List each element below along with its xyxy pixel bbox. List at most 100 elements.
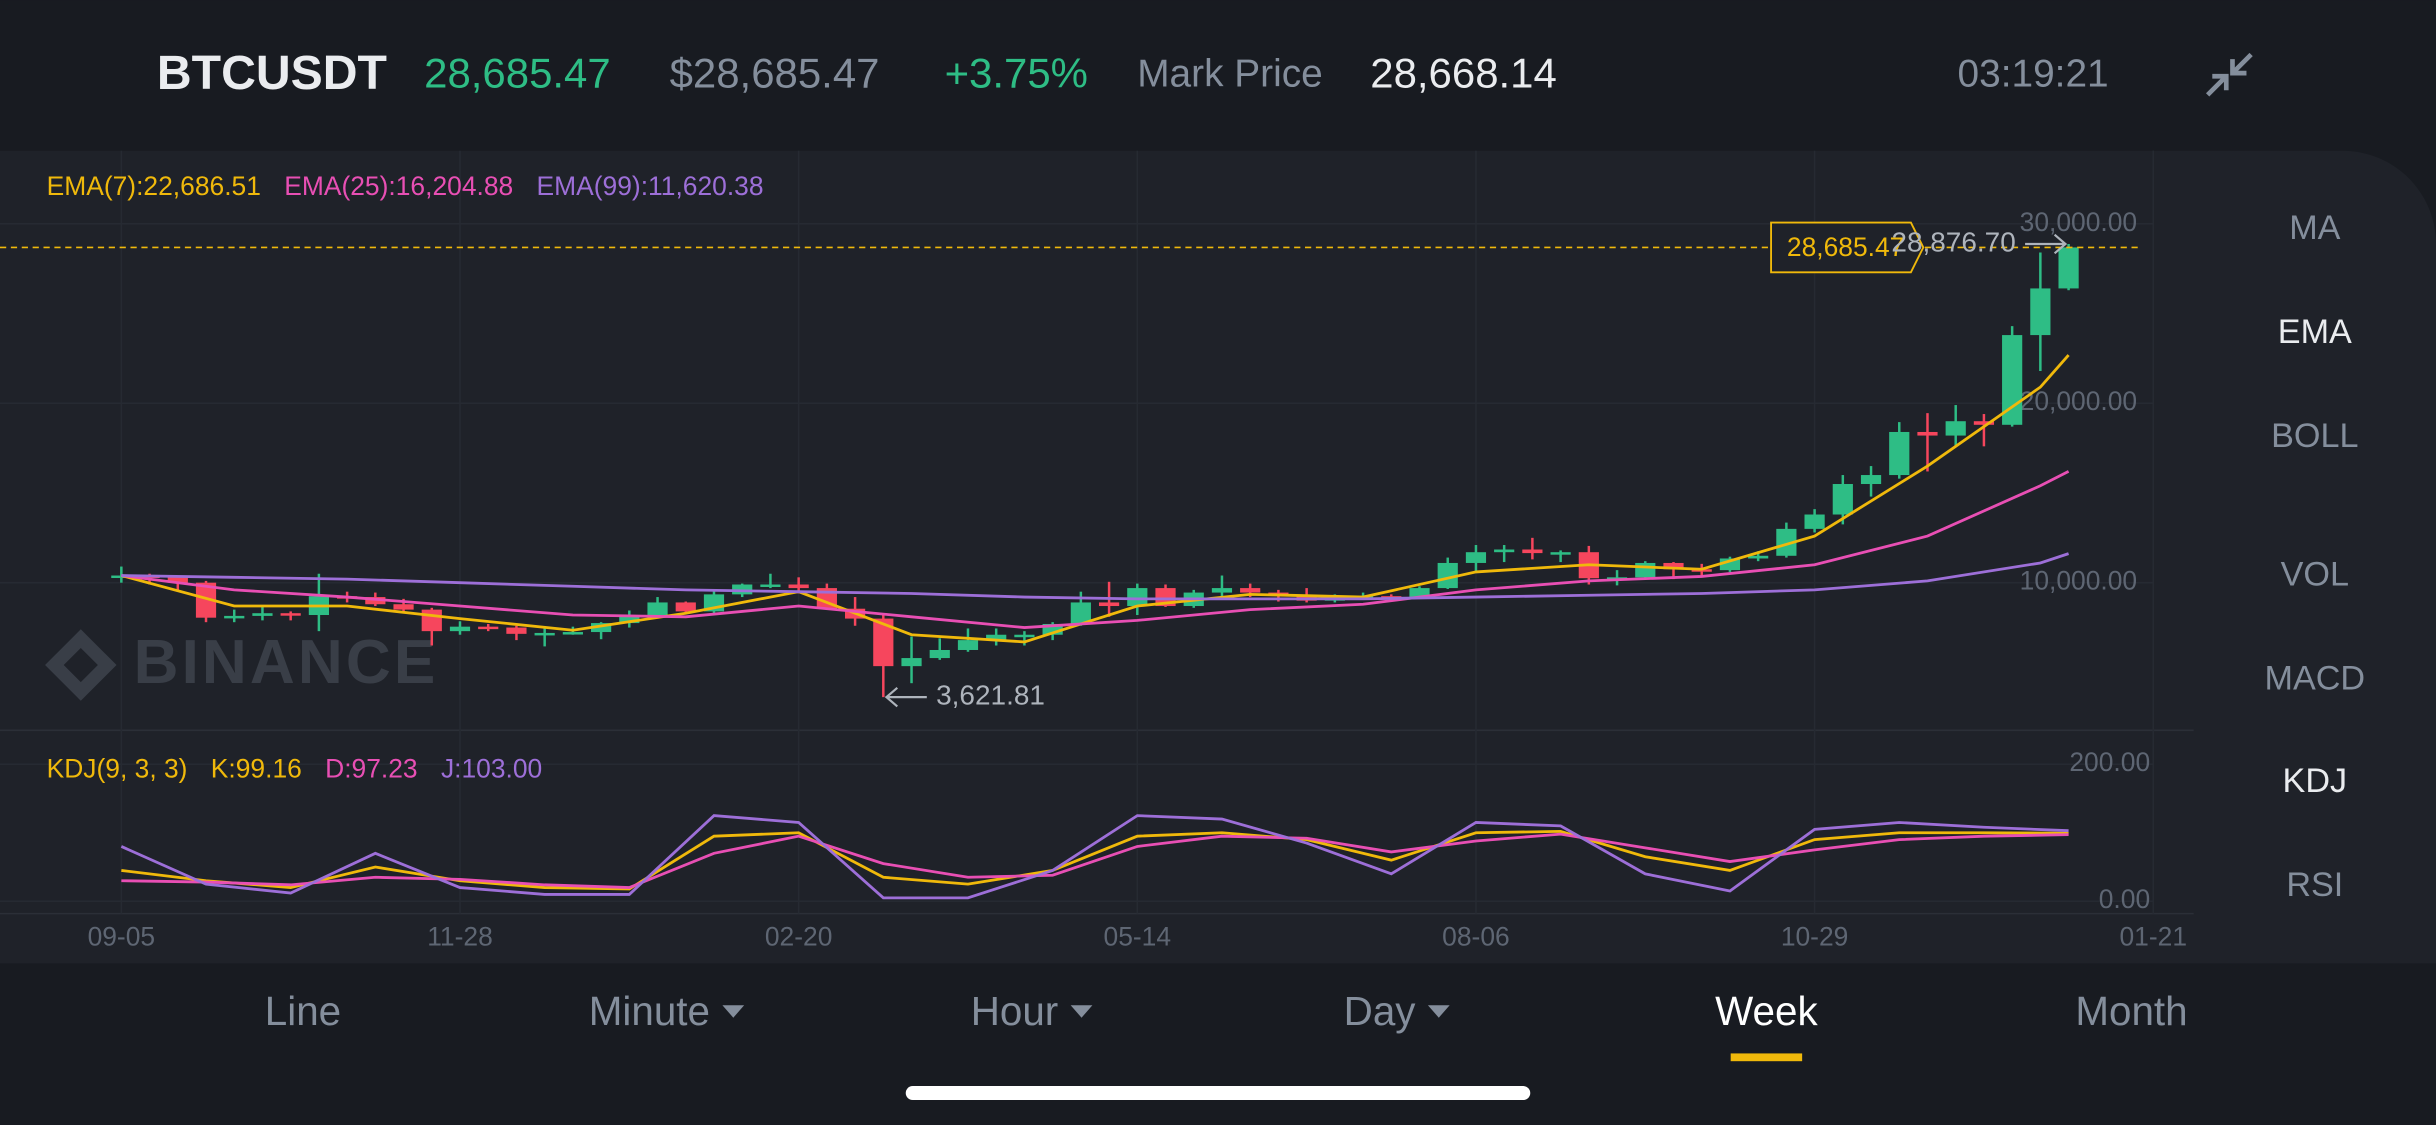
legend-entry: J:103.00 xyxy=(441,754,542,784)
candle-body xyxy=(957,640,979,650)
candle-body xyxy=(393,604,414,610)
candle-body xyxy=(1776,528,1797,556)
candle-body xyxy=(1127,588,1148,607)
indicator-tab[interactable]: RSI xyxy=(2286,866,2343,904)
watermark-logo xyxy=(45,629,117,701)
interval-tab[interactable]: Week xyxy=(1715,988,1818,1034)
candle-body xyxy=(1014,634,1035,638)
candle-body xyxy=(252,613,273,616)
candle-body xyxy=(788,584,809,589)
legend-entry: EMA(99):11,620.38 xyxy=(537,171,764,201)
chart-panel xyxy=(0,150,2436,964)
candle-body xyxy=(1465,552,1487,563)
y-tick-label: 10,000.00 xyxy=(2020,566,2137,596)
x-tick-label: 10-29 xyxy=(1781,921,1849,951)
candle-body xyxy=(1409,588,1430,598)
indicator-title: KDJ(9, 3, 3) xyxy=(47,754,188,784)
watermark: BINANCE xyxy=(45,628,439,701)
indicator-tab[interactable]: MACD xyxy=(2265,660,2366,698)
y-tick-label: 200.00 xyxy=(2069,747,2150,777)
candle-body xyxy=(1663,562,1684,570)
price-tag-box xyxy=(1770,221,1925,274)
indicator-tab[interactable]: VOL xyxy=(2281,556,2349,594)
candle-body xyxy=(1635,562,1656,578)
candle-body xyxy=(421,609,442,632)
candle-body xyxy=(1522,549,1543,554)
usd-price: $28,685.47 xyxy=(670,49,880,96)
indicator-tab[interactable]: KDJ xyxy=(2283,762,2348,800)
dropdown-caret xyxy=(1070,1005,1093,1018)
x-tick-label: 01-21 xyxy=(2119,921,2187,951)
interval-tab[interactable]: Line xyxy=(265,988,341,1034)
candle-body xyxy=(1098,602,1120,607)
indicator-line xyxy=(121,552,2070,601)
clock: 03:19:21 xyxy=(1957,52,2108,95)
y-tick-label: 20,000.00 xyxy=(2020,386,2137,416)
dropdown-caret xyxy=(1427,1005,1450,1018)
candle-body xyxy=(1945,421,1966,436)
change: +3.75% xyxy=(945,49,1088,96)
indicator-tab[interactable]: MA xyxy=(2289,209,2340,247)
candle-body xyxy=(2030,288,2051,336)
legend-entry: EMA(7):22,686.51 xyxy=(47,171,261,201)
candle-body xyxy=(1832,484,1853,515)
controls: MA EMA BOLL VOL MACD KDJ RSI Line Minute Hour Day W… xyxy=(265,209,2366,1062)
mark-price-label: Mark Price xyxy=(1137,52,1323,95)
interval-tab[interactable]: Month xyxy=(2075,988,2187,1034)
candle-body xyxy=(1889,431,1910,476)
last-price: 28,685.47 xyxy=(424,49,611,96)
price-tag: 28,685.47 xyxy=(1787,232,1904,262)
candle-body xyxy=(506,627,527,634)
y-tick-label: 30,000.00 xyxy=(2020,207,2137,237)
candle-body xyxy=(1494,549,1515,553)
x-tick-label: 11-28 xyxy=(427,921,493,951)
candle-body xyxy=(1860,475,1882,485)
candle-body xyxy=(760,584,781,587)
active-underline xyxy=(1730,1053,1803,1062)
candle-body xyxy=(224,615,245,619)
legend-entry: D:97.23 xyxy=(325,754,418,784)
exit-fullscreen-icon[interactable] xyxy=(2205,52,2253,97)
x-tick-label: 02-20 xyxy=(765,921,833,951)
watermark-text: BINANCE xyxy=(134,628,439,697)
candle-body xyxy=(647,602,668,615)
candle-body xyxy=(1973,421,1995,425)
candle-body xyxy=(1211,588,1233,593)
legend-entry: K:99.16 xyxy=(211,754,302,784)
candle-body xyxy=(195,582,217,618)
interval-tab[interactable]: Day xyxy=(1344,988,1417,1034)
candle-body xyxy=(1240,588,1261,593)
candle-body xyxy=(562,632,583,635)
candle-body xyxy=(873,618,894,667)
candle-body xyxy=(619,614,640,624)
candle-body xyxy=(1550,552,1571,555)
candle-body xyxy=(591,623,612,633)
dropdown-caret xyxy=(722,1005,745,1018)
annotation-arrow xyxy=(884,687,927,708)
candle-body xyxy=(1042,623,1063,635)
candle-body xyxy=(901,658,922,667)
candle-body xyxy=(1917,431,1938,436)
interval-tab[interactable]: Hour xyxy=(971,988,1059,1034)
x-tick-label: 05-14 xyxy=(1104,921,1172,951)
candle-body xyxy=(478,626,499,630)
candle-body xyxy=(280,613,301,616)
indicator-tab[interactable]: BOLL xyxy=(2271,417,2358,455)
candle-body xyxy=(534,632,555,636)
candle-body xyxy=(986,634,1007,641)
annotation-label: 28,876.70 xyxy=(1891,226,2015,257)
candle-body xyxy=(1719,558,1741,571)
annotation-label: 3,621.81 xyxy=(936,680,1045,711)
candle-body xyxy=(1070,602,1091,624)
candle-body xyxy=(929,649,950,659)
mark-price: 28,668.14 xyxy=(1370,49,1557,96)
indicator-tab[interactable]: EMA xyxy=(2278,313,2352,351)
indicator-line xyxy=(121,470,2070,629)
candle-body xyxy=(1804,514,1825,529)
indicator-line xyxy=(120,814,2069,900)
candle-body xyxy=(449,626,471,632)
home-indicator xyxy=(905,1086,1531,1101)
x-tick-label: 09-05 xyxy=(88,921,156,951)
interval-tab[interactable]: Minute xyxy=(589,988,710,1034)
